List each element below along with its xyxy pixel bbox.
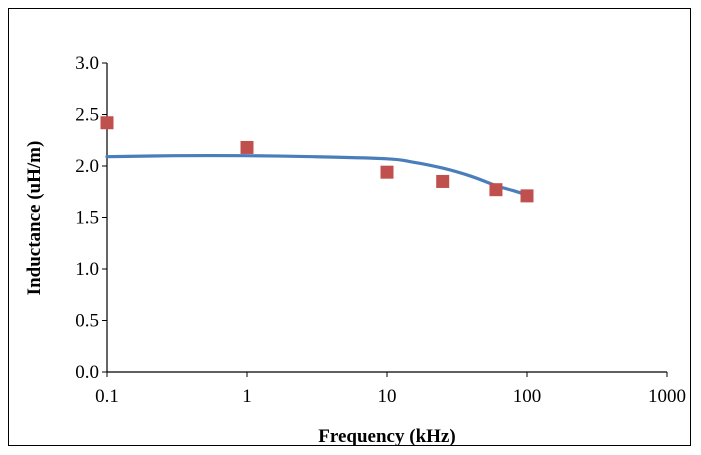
x-tick-label: 0.1 [95, 386, 119, 407]
measured-point [380, 165, 394, 179]
y-tick-label: 2.0 [75, 156, 99, 177]
y-tick-label: 2.5 [75, 105, 99, 126]
measured-point [436, 174, 450, 188]
y-tick-label: 3.0 [75, 53, 99, 74]
measured-point [489, 183, 503, 197]
y-tick-label: 0.0 [75, 362, 99, 383]
axes: 0.0 0.5 1.0 1.5 2.0 2.5 3.0 0.1 1 10 100 1000 [75, 53, 686, 407]
x-tick-label: 1 [242, 386, 252, 407]
x-axis-title: Frequency (kHz) [318, 426, 455, 447]
x-tick-label: 10 [378, 386, 397, 407]
y-tick-label: 0.5 [75, 311, 99, 332]
chart-frame [8, 8, 691, 446]
y-tick-label: 1.5 [75, 208, 99, 229]
measured-point [240, 140, 254, 154]
model-curve [105, 153, 529, 197]
x-tick-label: 100 [513, 386, 542, 407]
x-tick-label: 1000 [648, 386, 686, 407]
y-tick-label: 1.0 [75, 259, 99, 280]
y-axis-title: Inductance (uH/m) [24, 141, 45, 296]
plot-area [100, 116, 534, 203]
measured-point [100, 116, 114, 130]
measured-point [520, 189, 534, 203]
